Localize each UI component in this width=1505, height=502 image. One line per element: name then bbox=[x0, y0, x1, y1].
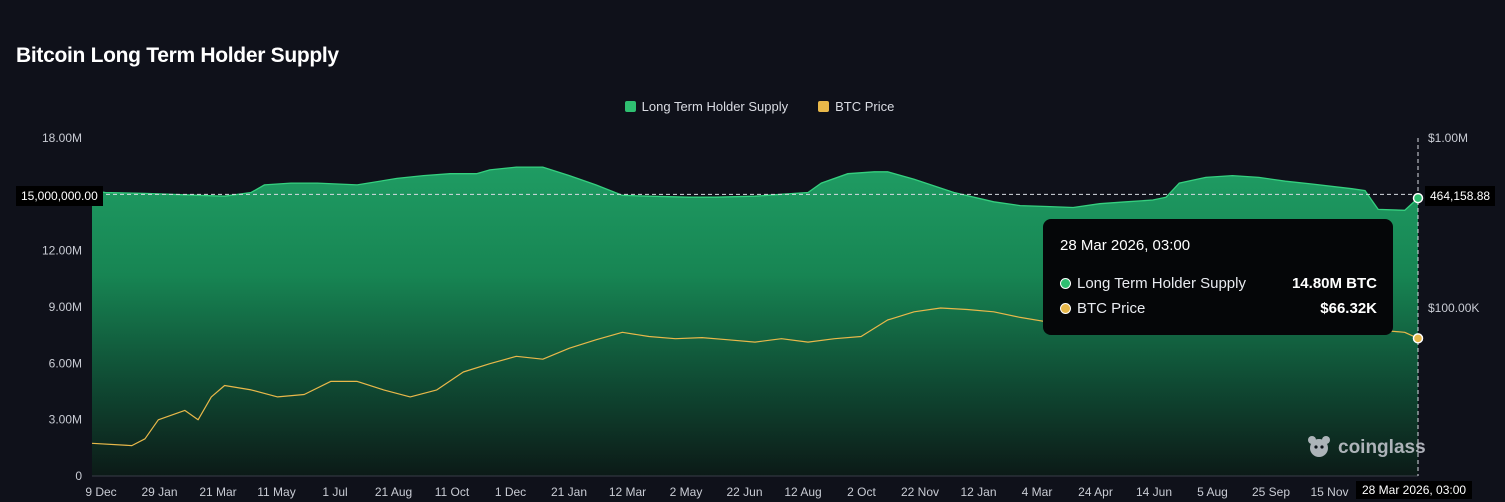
crosshair-left-label: 15,000,000.00 bbox=[16, 186, 103, 206]
x-axis-tick-label: 11 May bbox=[257, 485, 295, 499]
x-axis-tick-label: 14 Jun bbox=[1136, 485, 1172, 499]
tooltip-label-lth-supply: Long Term Holder Supply bbox=[1077, 275, 1246, 292]
x-axis-tick-label: 22 Nov bbox=[901, 485, 939, 499]
legend-item-btc-price[interactable]: BTC Price bbox=[818, 99, 894, 114]
tooltip-title: 28 Mar 2026, 03:00 bbox=[1060, 237, 1191, 254]
tooltip-label-btc-price: BTC Price bbox=[1077, 300, 1146, 317]
legend-swatch-lth-supply bbox=[624, 101, 636, 112]
x-axis-tick-label: 5 Aug bbox=[1197, 485, 1228, 499]
tooltip-dot-lth-supply bbox=[1060, 278, 1071, 289]
tooltip-row-btc-price: BTC Price $66.32K bbox=[1060, 296, 1377, 321]
tooltip-row-lth-supply: Long Term Holder Supply 14.80M BTC bbox=[1060, 271, 1377, 296]
y-axis-left-tick-label: 9.00M bbox=[49, 300, 82, 314]
y-axis-left-tick-label: 3.00M bbox=[49, 413, 82, 427]
crosshair-x-label: 28 Mar 2026, 03:00 bbox=[1356, 481, 1473, 499]
x-axis-tick-label: 2 May bbox=[670, 485, 703, 499]
x-axis-tick-label: 21 Mar bbox=[199, 485, 236, 499]
lth-supply-line bbox=[91, 166, 1419, 211]
x-axis-tick-label: 15 Nov bbox=[1310, 485, 1348, 499]
tooltip-dot-btc-price bbox=[1060, 303, 1071, 314]
tooltip-value-btc-price: $66.32K bbox=[1320, 300, 1377, 317]
btc-price-hover-point bbox=[1412, 333, 1424, 344]
legend-label-btc-price: BTC Price bbox=[835, 99, 895, 114]
x-axis-tick-label: 12 Mar bbox=[609, 485, 646, 499]
legend-item-lth-supply[interactable]: Long Term Holder Supply bbox=[624, 99, 789, 114]
lth-supply-hover-point bbox=[1412, 192, 1424, 204]
x-axis-tick-label: 4 Mar bbox=[1022, 485, 1053, 499]
coinglass-logo-icon bbox=[1308, 436, 1330, 457]
legend-label-lth-supply: Long Term Holder Supply bbox=[641, 99, 789, 114]
x-axis-tick-label: 21 Aug bbox=[375, 485, 412, 499]
y-axis-left-tick-label: 18.00M bbox=[42, 131, 82, 145]
watermark-text: coinglass bbox=[1338, 437, 1426, 458]
coinglass-watermark: coinglass bbox=[1306, 434, 1426, 462]
tooltip-value-lth-supply: 14.80M BTC bbox=[1291, 275, 1377, 292]
legend-swatch-btc-price bbox=[818, 101, 830, 112]
crosshair-right-label: 464,158.88 bbox=[1425, 186, 1496, 206]
y-axis-left-tick-label: 12.00M bbox=[42, 244, 82, 258]
x-axis-tick-label: 22 Jun bbox=[726, 485, 762, 499]
x-axis-tick-label: 1 Jul bbox=[322, 485, 347, 499]
x-axis-tick-label: 2 Oct bbox=[847, 485, 876, 499]
y-axis-left-tick-label: 6.00M bbox=[49, 356, 82, 370]
x-axis-tick-label: 21 Jan bbox=[551, 485, 587, 499]
y-axis-left-tick-label: 0 bbox=[75, 469, 82, 483]
y-axis-right-tick-label: $1.00M bbox=[1428, 131, 1468, 145]
x-axis-tick-label: 25 Sep bbox=[1252, 485, 1290, 499]
y-axis-right-tick-label: $100.00K bbox=[1428, 301, 1479, 315]
x-axis-tick-label: 11 Oct bbox=[435, 485, 470, 499]
x-axis-tick-label: 1 Dec bbox=[495, 485, 526, 499]
chart-legend: Long Term Holder Supply BTC Price bbox=[0, 99, 1505, 114]
x-axis-tick-label: 29 Jan bbox=[141, 485, 177, 499]
x-axis-tick-label: 9 Dec bbox=[85, 485, 116, 499]
x-axis-tick-label: 12 Jan bbox=[960, 485, 996, 499]
chart-tooltip: 28 Mar 2026, 03:00 Long Term Holder Supp… bbox=[1043, 219, 1393, 335]
x-axis-tick-label: 24 Apr bbox=[1078, 485, 1113, 499]
chart-title: Bitcoin Long Term Holder Supply bbox=[16, 44, 339, 67]
x-axis-tick-label: 12 Aug bbox=[784, 485, 821, 499]
